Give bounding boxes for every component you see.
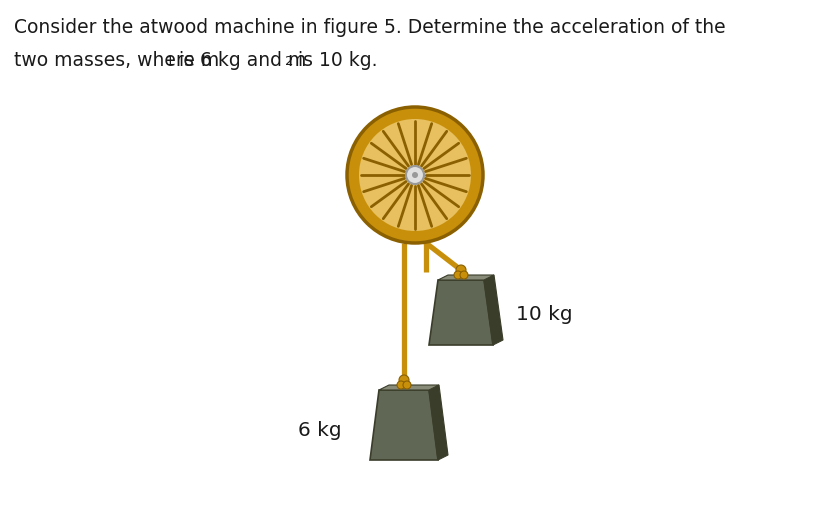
Circle shape bbox=[406, 166, 424, 184]
Polygon shape bbox=[379, 385, 439, 390]
Polygon shape bbox=[429, 385, 448, 460]
Circle shape bbox=[454, 271, 462, 279]
Circle shape bbox=[359, 119, 471, 231]
Circle shape bbox=[412, 172, 418, 178]
Text: is 6 kg and m: is 6 kg and m bbox=[173, 51, 307, 70]
Polygon shape bbox=[429, 280, 493, 345]
Text: Consider the atwood machine in figure 5. Determine the acceleration of the: Consider the atwood machine in figure 5.… bbox=[14, 18, 725, 37]
Text: 6 kg: 6 kg bbox=[298, 421, 342, 439]
Text: 2: 2 bbox=[285, 55, 293, 68]
Circle shape bbox=[403, 381, 411, 389]
Circle shape bbox=[460, 271, 468, 279]
Text: is 10 kg.: is 10 kg. bbox=[292, 51, 377, 70]
Polygon shape bbox=[438, 275, 494, 280]
Polygon shape bbox=[370, 390, 438, 460]
Text: two masses, where m: two masses, where m bbox=[14, 51, 219, 70]
Polygon shape bbox=[484, 275, 503, 345]
Circle shape bbox=[397, 381, 405, 389]
Circle shape bbox=[456, 265, 466, 275]
Circle shape bbox=[347, 107, 483, 243]
Text: 1: 1 bbox=[166, 55, 175, 68]
Circle shape bbox=[399, 375, 409, 385]
Text: 10 kg: 10 kg bbox=[516, 305, 573, 324]
